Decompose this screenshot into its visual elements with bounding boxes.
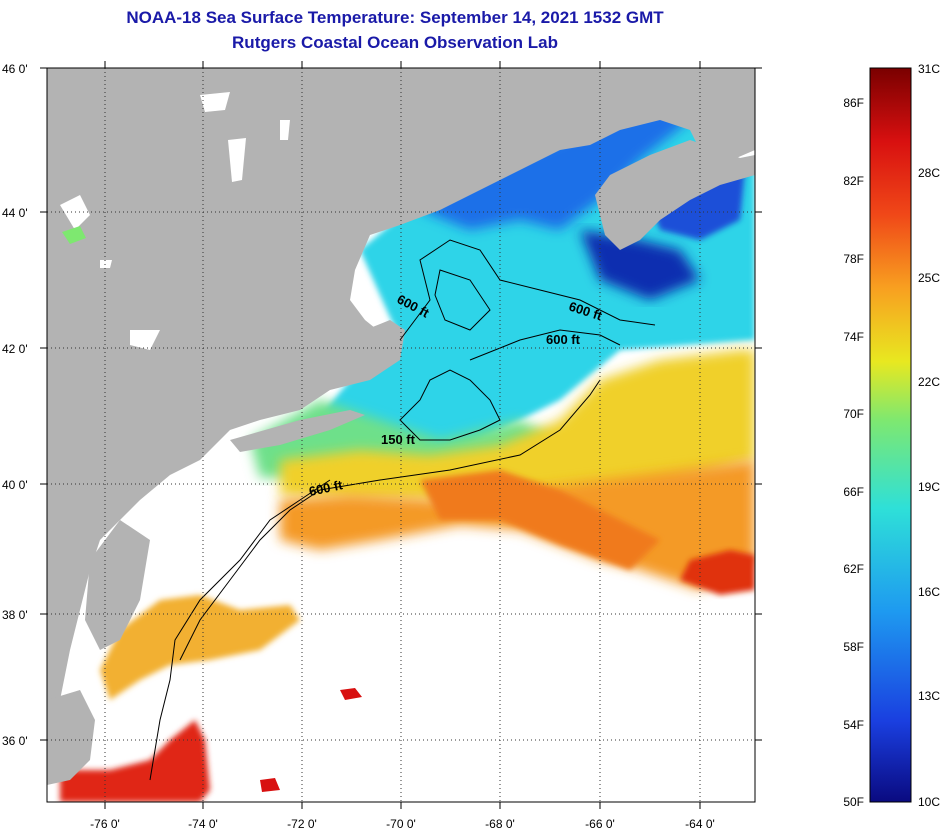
latitude-labels: 46 0' 44 0' 42 0' 40 0' 38 0' 36 0'	[2, 62, 28, 748]
fahrenheit-label: 50F	[843, 795, 864, 809]
celsius-label: 19C	[918, 480, 940, 494]
contour-label: 150 ft	[381, 432, 416, 447]
lat-label: 36 0'	[2, 734, 28, 748]
lon-label: -64 0'	[685, 817, 715, 831]
lon-label: -76 0'	[90, 817, 120, 831]
lon-label: -68 0'	[485, 817, 515, 831]
contour-label: 600 ft	[546, 332, 581, 347]
fahrenheit-label: 54F	[843, 718, 864, 732]
land-mass	[47, 68, 755, 785]
celsius-label: 28C	[918, 166, 940, 180]
lon-label: -72 0'	[287, 817, 317, 831]
longitude-labels: -76 0' -74 0' -72 0' -70 0' -68 0' -66 0…	[90, 817, 715, 831]
lat-label: 40 0'	[2, 478, 28, 492]
celsius-label: 16C	[918, 585, 940, 599]
fahrenheit-label: 82F	[843, 174, 864, 188]
map-area: 600 ft 600 ft 600 ft 150 ft 600 ft	[47, 68, 755, 802]
map-subtitle: Rutgers Coastal Ocean Observation Lab	[232, 33, 558, 52]
colorbar-gradient	[869, 67, 912, 803]
lat-label: 46 0'	[2, 62, 28, 76]
lat-label: 42 0'	[2, 342, 28, 356]
celsius-label: 22C	[918, 375, 940, 389]
fahrenheit-label: 66F	[843, 485, 864, 499]
fahrenheit-label: 86F	[843, 96, 864, 110]
lon-label: -74 0'	[188, 817, 218, 831]
lon-label: -66 0'	[585, 817, 615, 831]
fahrenheit-label: 58F	[843, 640, 864, 654]
lat-label: 44 0'	[2, 206, 28, 220]
celsius-label: 25C	[918, 271, 940, 285]
depth-contours	[149, 239, 656, 781]
lakes	[60, 92, 290, 350]
fahrenheit-label: 78F	[843, 252, 864, 266]
temperature-colorbar: 86F 82F 78F 74F 70F 66F 62F 58F 54F 50F …	[843, 62, 940, 809]
lon-label: -70 0'	[386, 817, 416, 831]
lake-temperature-patch	[62, 226, 86, 244]
celsius-label: 13C	[918, 689, 940, 703]
fahrenheit-label: 62F	[843, 562, 864, 576]
contour-label: 600 ft	[308, 477, 345, 499]
celsius-label: 10C	[918, 795, 940, 809]
axis-ticks	[40, 61, 762, 809]
sst-field	[60, 90, 755, 802]
fahrenheit-label: 74F	[843, 330, 864, 344]
celsius-label: 31C	[918, 62, 940, 76]
map-title: NOAA-18 Sea Surface Temperature: Septemb…	[126, 8, 664, 27]
lat-label: 38 0'	[2, 608, 28, 622]
fahrenheit-label: 70F	[843, 407, 864, 421]
